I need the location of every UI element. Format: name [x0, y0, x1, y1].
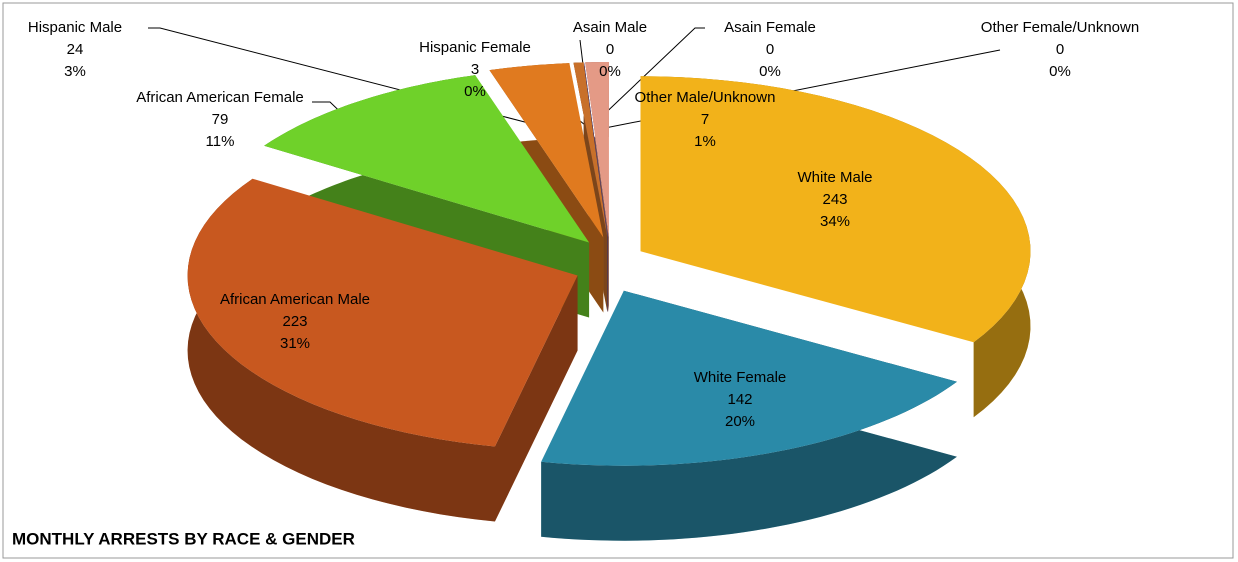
- data-label-percent: 11%: [206, 133, 235, 150]
- slice: [489, 63, 604, 238]
- data-label-name: Hispanic Male: [28, 19, 122, 36]
- data-label-percent: 0%: [1049, 63, 1071, 80]
- data-label-value: 243: [822, 191, 847, 208]
- slice: [640, 76, 1031, 343]
- slice-side: [187, 178, 578, 522]
- data-label-name: Other Male/Unknown: [635, 89, 776, 106]
- data-label-percent: 31%: [280, 335, 310, 352]
- slice: [187, 178, 578, 447]
- data-label-value: 24: [67, 41, 84, 58]
- slice-side-shade: [187, 178, 578, 522]
- data-label-name: Asain Male: [573, 19, 647, 36]
- data-label-value: 0: [606, 41, 614, 58]
- slice: [585, 62, 609, 238]
- slice: [541, 290, 957, 466]
- data-label-name: Other Female/Unknown: [981, 19, 1139, 36]
- data-label-name: Asain Female: [724, 19, 816, 36]
- data-label-percent: 0%: [599, 63, 621, 80]
- data-label-value: 0: [766, 41, 774, 58]
- data-label-name: Hispanic Female: [419, 39, 531, 56]
- data-label-name: African American Female: [136, 89, 304, 106]
- data-label-percent: 34%: [820, 213, 850, 230]
- data-label-value: 223: [282, 313, 307, 330]
- data-label-name: White Female: [694, 369, 787, 386]
- data-label-percent: 0%: [464, 83, 486, 100]
- data-label-value: 3: [471, 61, 479, 78]
- data-label-name: White Male: [797, 169, 872, 186]
- data-label-percent: 3%: [64, 63, 86, 80]
- data-label-value: 79: [212, 111, 229, 128]
- data-label-value: 142: [727, 391, 752, 408]
- data-label-percent: 0%: [759, 63, 781, 80]
- leader-line: [595, 27, 705, 123]
- data-label-value: 0: [1056, 41, 1064, 58]
- slice-tops: [187, 62, 1031, 466]
- data-label-name: African American Male: [220, 291, 370, 308]
- slice: [264, 75, 590, 243]
- data-label-percent: 1%: [694, 133, 716, 150]
- slice: [573, 62, 608, 238]
- data-label-value: 7: [701, 111, 709, 128]
- data-label-percent: 20%: [725, 413, 755, 430]
- chart-title: MONTHLY ARRESTS BY RACE & GENDER: [12, 529, 355, 548]
